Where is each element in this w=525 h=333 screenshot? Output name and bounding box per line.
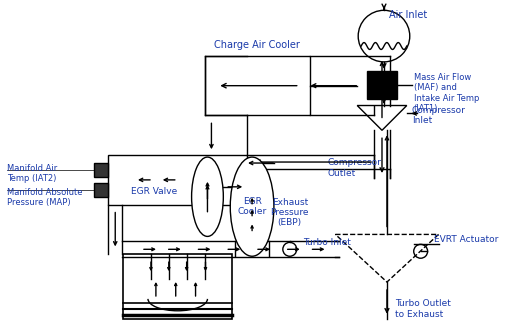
Text: Compressor
Inlet: Compressor Inlet <box>412 106 466 125</box>
Text: Compressor
Outlet: Compressor Outlet <box>328 158 381 178</box>
Text: EVRT Actuator: EVRT Actuator <box>434 235 498 244</box>
Text: Turbo Inlet: Turbo Inlet <box>303 238 351 247</box>
Bar <box>108 155 247 205</box>
Bar <box>94 183 108 197</box>
Text: Charge Air Cooler: Charge Air Cooler <box>214 40 300 50</box>
Text: Manifold Air
Temp (IAT2): Manifold Air Temp (IAT2) <box>7 164 57 183</box>
Bar <box>94 163 108 177</box>
Bar <box>367 71 397 99</box>
Text: Turbo Outlet
to Exhaust: Turbo Outlet to Exhaust <box>395 299 451 318</box>
Text: Air Inlet: Air Inlet <box>389 10 427 20</box>
Text: EGR
Cooler: EGR Cooler <box>237 197 267 216</box>
Bar <box>123 254 232 319</box>
Text: EGR Valve: EGR Valve <box>131 187 178 196</box>
Text: Exhaust
Pressure
(EBP): Exhaust Pressure (EBP) <box>270 198 309 227</box>
Ellipse shape <box>192 157 223 236</box>
Text: Manifold Absolute
Pressure (MAP): Manifold Absolute Pressure (MAP) <box>7 188 82 207</box>
Ellipse shape <box>230 157 274 256</box>
Text: Mass Air Flow
(MAF) and
Intake Air Temp
(IAT1): Mass Air Flow (MAF) and Intake Air Temp … <box>414 73 479 113</box>
Bar <box>205 56 310 116</box>
